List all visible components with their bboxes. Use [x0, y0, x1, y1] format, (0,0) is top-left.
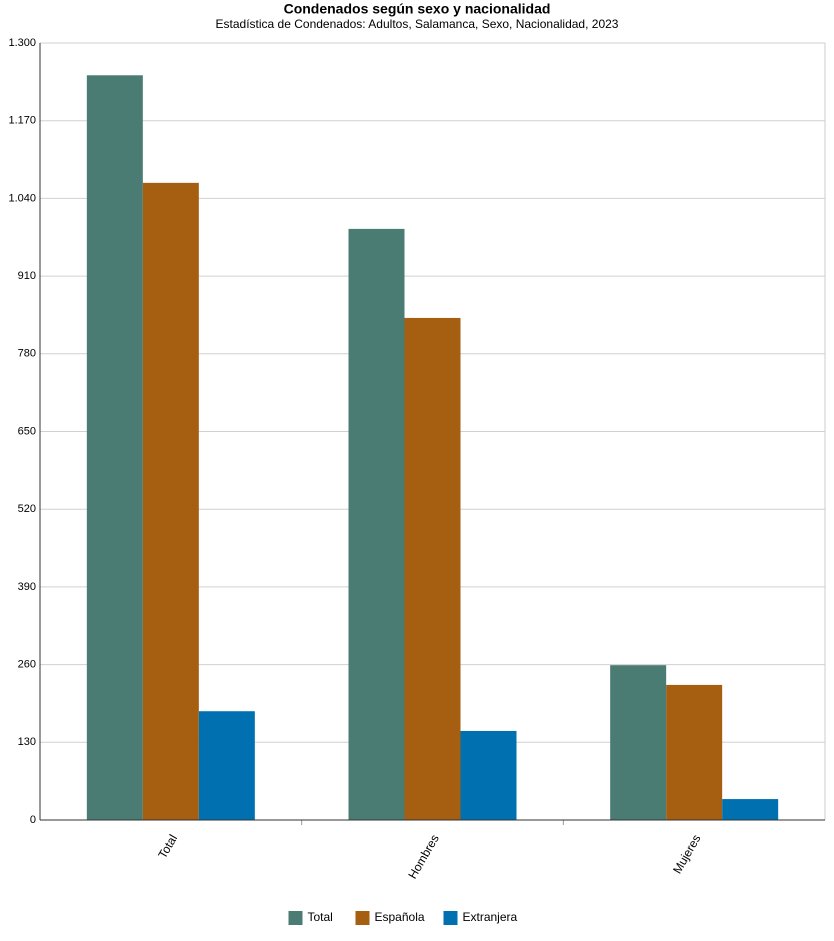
- y-tick-label: 910: [18, 270, 36, 282]
- y-tick-label: 1.040: [8, 192, 36, 204]
- y-tick-label: 130: [18, 736, 36, 748]
- bar: [610, 665, 667, 820]
- bar: [722, 799, 779, 820]
- legend-swatch: [355, 911, 370, 925]
- bar: [86, 75, 143, 820]
- legend-swatch: [288, 911, 303, 925]
- y-tick-label: 520: [18, 503, 36, 515]
- x-tick-label: Total: [155, 832, 180, 861]
- x-tick-label: Hombres: [405, 832, 441, 881]
- legend-label: Extranjera: [463, 910, 518, 924]
- legend-swatch: [443, 911, 458, 925]
- bar: [666, 684, 723, 820]
- chart-subtitle: Estadística de Condenados: Adultos, Sala…: [216, 17, 619, 31]
- y-tick-label: 390: [18, 581, 36, 593]
- bar: [404, 317, 461, 820]
- bar: [198, 711, 255, 820]
- bar: [460, 730, 517, 820]
- y-tick-label: 260: [18, 659, 36, 671]
- bar: [348, 228, 405, 820]
- legend-label: Española: [375, 910, 425, 924]
- chart-title: Condenados según sexo y nacionalidad: [284, 1, 551, 17]
- y-tick-label: 1.300: [8, 37, 36, 49]
- y-tick-label: 0: [30, 814, 36, 826]
- y-tick-label: 780: [18, 348, 36, 360]
- y-tick-label: 1.170: [8, 115, 36, 127]
- x-tick-label: Mujeres: [670, 832, 703, 876]
- legend-label: Total: [308, 910, 333, 924]
- y-tick-label: 650: [18, 425, 36, 437]
- bar: [142, 182, 199, 821]
